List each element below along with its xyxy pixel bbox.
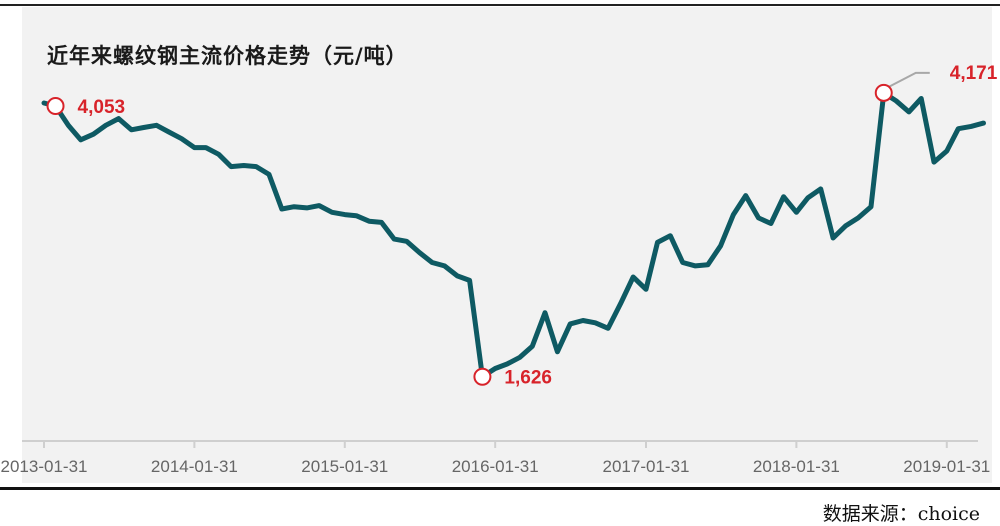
chart-panel <box>22 7 992 483</box>
annotation-marker <box>473 367 492 386</box>
annotation-marker <box>46 97 65 116</box>
x-tick-label: 2014-01-31 <box>151 457 238 476</box>
x-tick-label: 2013-01-31 <box>1 457 88 476</box>
x-tick-label: 2019-01-31 <box>903 457 990 476</box>
annotation-value-label: 4,171 <box>950 63 998 84</box>
chart-title: 近年来螺纹钢主流价格走势（元/吨） <box>47 44 408 68</box>
price-series-line <box>41 90 986 380</box>
x-tick-label: 2015-01-31 <box>301 457 388 476</box>
data-source-label: 数据来源：choice <box>822 503 980 525</box>
x-tick-label: 2016-01-31 <box>452 457 539 476</box>
annotation-marker <box>874 83 893 102</box>
x-tick-label: 2018-01-31 <box>753 457 840 476</box>
x-tick-label: 2017-01-31 <box>603 457 690 476</box>
top-rule <box>0 4 1000 6</box>
annotation-value-label: 1,626 <box>504 368 552 389</box>
line-chart: 2013-01-31 2014-01-31 2015-01-31 2016-01-31… <box>1 63 998 476</box>
bottom-rule <box>0 487 1000 490</box>
annotation-value-label: 4,053 <box>78 97 126 118</box>
x-ticks: 2013-01-31 2014-01-31 2015-01-31 2016-01-31… <box>1 441 990 476</box>
annotation-leader-line <box>888 71 930 88</box>
annotations: 4,053 1,626 4,171 <box>46 63 998 389</box>
